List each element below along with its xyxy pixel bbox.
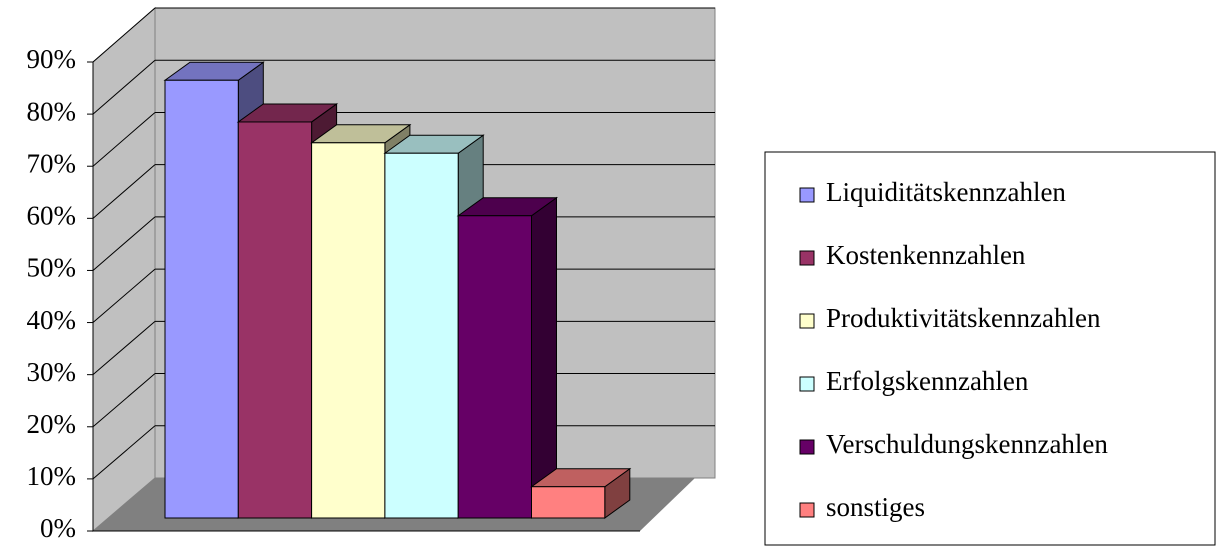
grid-line xyxy=(92,268,156,323)
bar xyxy=(164,79,239,519)
legend-swatch xyxy=(799,313,815,329)
bar xyxy=(311,142,386,519)
grid-line xyxy=(92,320,156,376)
y-tick-label: 0% xyxy=(40,513,76,543)
y-tick-label: 50% xyxy=(27,253,77,283)
legend-label: Kostenkennzahlen xyxy=(826,240,1026,270)
legend-swatch xyxy=(799,187,815,203)
bar xyxy=(384,152,459,519)
y-tick-label: 60% xyxy=(27,201,77,231)
legend-label: sonstiges xyxy=(826,492,925,522)
legend-swatch xyxy=(799,376,815,392)
legend-label: Verschuldungskennzahlen xyxy=(826,429,1108,459)
bar-side xyxy=(531,196,557,519)
legend-swatch xyxy=(799,250,815,266)
grid-line xyxy=(92,112,156,167)
y-tick-label: 20% xyxy=(27,409,77,439)
legend-label: Erfolgskennzahlen xyxy=(826,366,1029,396)
y-tick-label: 10% xyxy=(27,461,77,491)
grid-line xyxy=(92,59,156,115)
bar xyxy=(237,121,313,519)
y-tick-label: 30% xyxy=(27,357,77,387)
legend-box xyxy=(764,151,1216,546)
legend-label: Produktivitätskennzahlen xyxy=(826,303,1101,333)
bar xyxy=(457,215,533,519)
y-tick-label: 80% xyxy=(27,96,77,126)
grid-line xyxy=(92,425,156,480)
grid-line xyxy=(92,373,156,428)
y-tick-label: 70% xyxy=(27,148,77,178)
y-tick-label: 90% xyxy=(27,44,77,74)
legend-swatch xyxy=(799,439,815,455)
legend-swatch xyxy=(799,502,815,518)
legend-label: Liquiditätskennzahlen xyxy=(826,177,1066,207)
y-tick-label: 40% xyxy=(27,305,77,335)
bar xyxy=(531,486,606,519)
grid-line xyxy=(92,164,156,219)
grid-line xyxy=(92,216,156,271)
grid-line xyxy=(92,7,156,63)
